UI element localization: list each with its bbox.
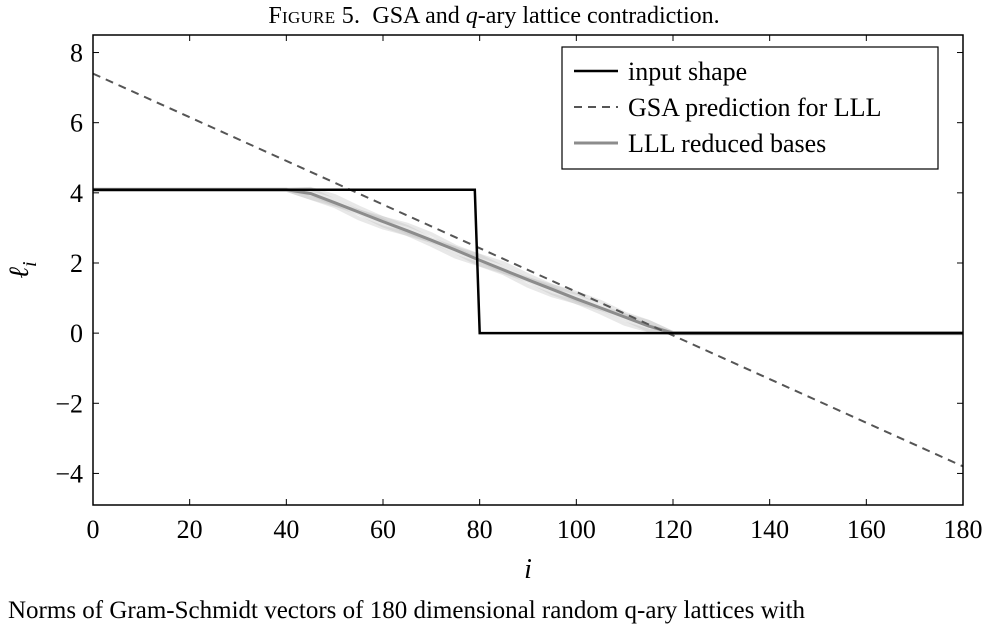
- x-tick-label: 120: [654, 515, 693, 544]
- x-tick-label: 160: [847, 515, 886, 544]
- x-tick-label: 40: [273, 515, 299, 544]
- figure-title-part-1: GSA and: [372, 3, 466, 29]
- y-tick-label: 2: [70, 249, 83, 278]
- y-tick-label: −2: [55, 389, 83, 418]
- y-tick-label: −4: [55, 459, 83, 488]
- y-tick-label: 4: [70, 179, 83, 208]
- figure-label: Figure 5.: [268, 3, 361, 29]
- legend-box: [561, 46, 939, 170]
- chart-series: [92, 72, 964, 468]
- x-tick-label: 140: [750, 515, 789, 544]
- x-tick-label: 80: [467, 515, 493, 544]
- gsa-prediction-line: [92, 72, 964, 468]
- figure-title-q: q: [465, 3, 478, 29]
- y-axis-label-ell: ℓ: [4, 267, 35, 279]
- lll-sample-trace: [93, 187, 963, 336]
- y-axis-label: ℓi: [4, 261, 41, 278]
- lll-sample-trace: [93, 187, 963, 336]
- y-tick-label: 0: [70, 319, 83, 348]
- figure-title-text: GSA and q-ary lattice contradiction.: [372, 3, 719, 29]
- figure-title: Figure 5. GSA and q-ary lattice contradi…: [0, 2, 988, 30]
- legend-label: input shape: [628, 57, 747, 86]
- y-axis-ticks: −4 −2 0 2 4 6 8: [55, 39, 963, 488]
- x-tick-label: 60: [370, 515, 396, 544]
- legend-label: LLL reduced bases: [628, 129, 826, 158]
- lll-sample-trace: [93, 186, 963, 336]
- lll-sample-traces: [93, 186, 963, 336]
- lll-sample-trace: [93, 187, 963, 336]
- legend: input shape GSA prediction for LLL LLL red…: [561, 46, 939, 170]
- legend-label: GSA prediction for LLL: [628, 93, 881, 122]
- plot-frame: [92, 34, 964, 506]
- figure-caption: Norms of Gram-Schmidt vectors of 180 dim…: [8, 597, 806, 624]
- x-tick-label: 100: [557, 515, 596, 544]
- lll-reduced-line: [93, 188, 963, 335]
- input-shape-line: [93, 188, 963, 335]
- y-tick-label: 6: [70, 109, 83, 138]
- y-axis-label-subscript: i: [19, 261, 41, 267]
- figure-title-part-2: -ary lattice contradiction.: [477, 3, 720, 29]
- x-tick-label: 20: [177, 515, 203, 544]
- x-tick-label: 0: [87, 515, 100, 544]
- y-tick-label: 8: [70, 39, 83, 68]
- lll-sample-trace: [93, 187, 963, 336]
- x-axis-label: i: [524, 554, 532, 585]
- x-tick-label: 180: [944, 515, 983, 544]
- x-axis-ticks: 0 20 40 60 80 100 120 140 160 180: [87, 35, 983, 544]
